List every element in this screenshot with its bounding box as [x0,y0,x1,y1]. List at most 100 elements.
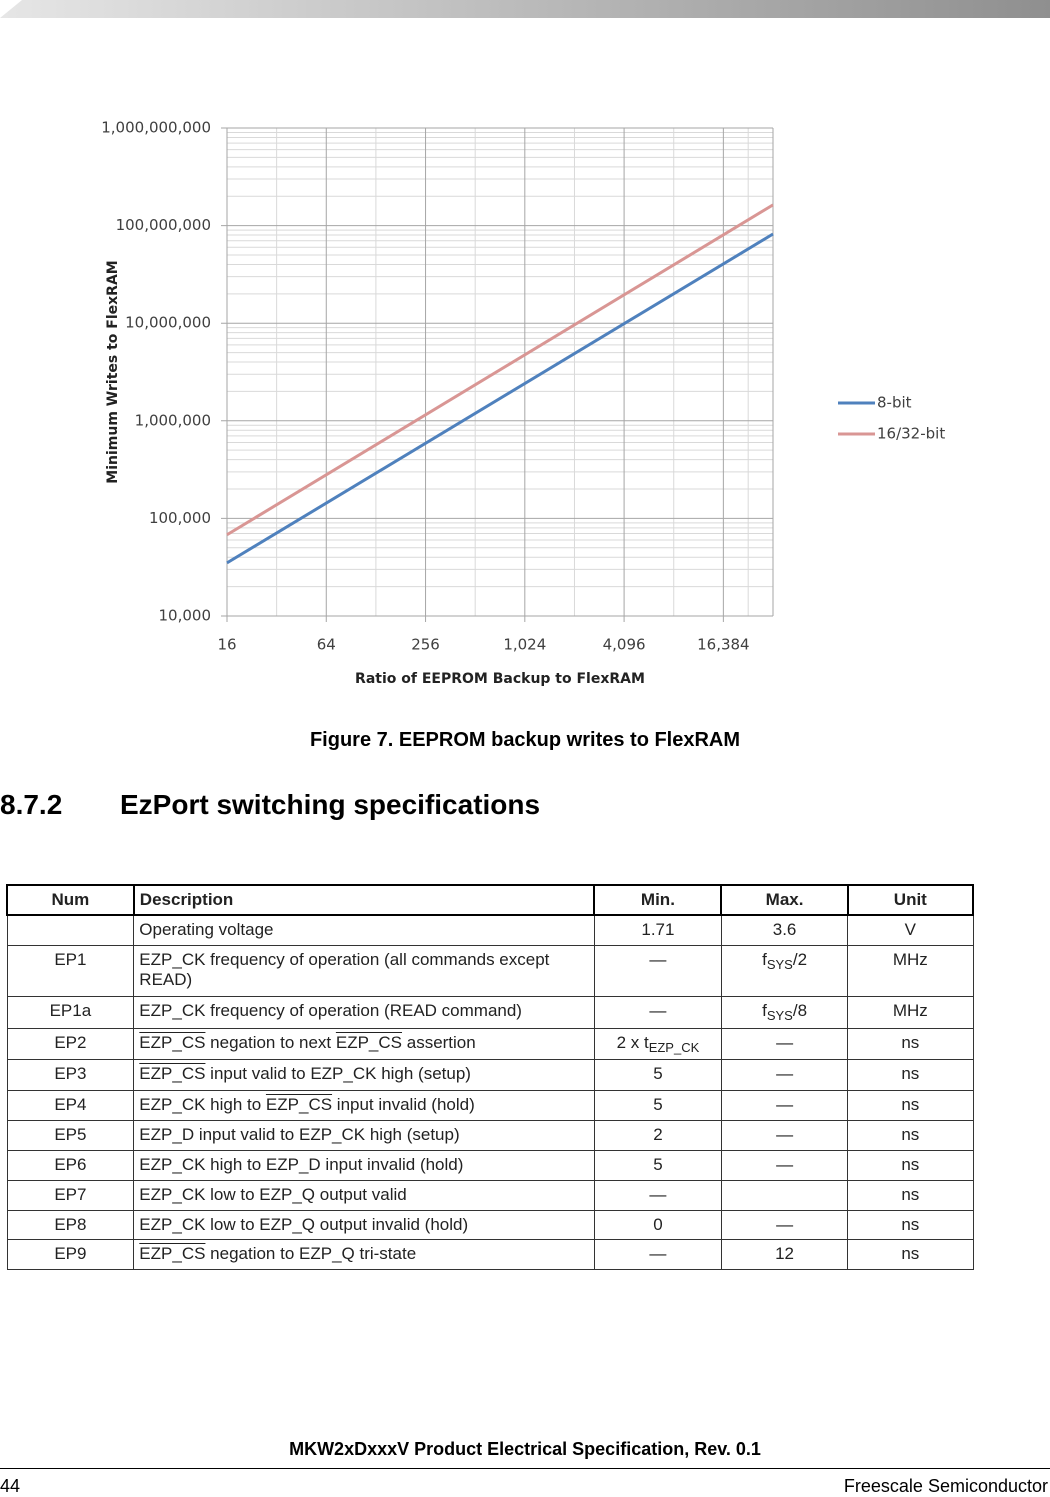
table-cell: EP8 [6,1209,135,1240]
table-row: EP7 EZP_CK low to EZP_Q output valid — ns [6,1179,974,1211]
table-row: EP5 EZP_D input valid to EZP_CK high (set… [6,1119,974,1151]
cell-text: input valid to EZP_CK high (setup) [205,1063,471,1083]
table-cell: — [720,1058,849,1091]
x-tick-label: 16 [217,636,236,654]
table-cell: 12 [720,1238,849,1270]
table-cell: — [593,944,722,997]
table-cell: — [720,1027,849,1060]
x-tick-label: 1,024 [503,636,546,654]
spec-table: Num Description Min. Max. Unit Operating volt… [6,884,975,1270]
table-row: EP1 EZP_CK frequency of operation (all co… [6,944,974,997]
table-cell: ns [847,1149,974,1181]
cell-text: SYS [766,1007,793,1023]
y-tick-label: 100,000,000 [116,216,211,234]
cell-text: EZP_CS [139,1032,206,1052]
table-cell: ns [847,1058,974,1091]
table-cell: 5 [593,1089,722,1121]
column-header: Unit [846,884,975,916]
table-cell: EP9 [6,1238,135,1270]
table-cell: — [720,1149,849,1181]
y-tick-label: 10,000 [159,607,212,625]
y-tick-label: 1,000,000,000 [101,119,211,137]
cell-text: /8 [792,1000,808,1020]
table-cell: EZP_CK low to EZP_Q output valid [133,1179,595,1211]
cell-text: f [762,1000,767,1020]
footer-title: MKW2xDxxxV Product Electrical Specificat… [289,1439,761,1459]
table-cell: 1.71 [593,914,722,946]
table-cell: EP6 [6,1149,135,1181]
table-cell: MHz [847,944,974,997]
table-cell: EZP_CK low to EZP_Q output invalid (hold… [133,1209,595,1240]
section-number: 8.7.2 [0,789,63,820]
table-cell: — [720,1089,849,1121]
table-cell: — [720,1209,849,1240]
table-cell: 5 [593,1149,722,1181]
table-cell: MHz [847,995,974,1029]
table-cell [720,1179,849,1211]
series-line [226,232,774,565]
y-tick-label: 1,000,000 [135,411,211,429]
table-cell: ns [847,1119,974,1151]
table-cell: EZP_CK frequency of operation (READ comm… [133,995,595,1029]
company: Freescale Semiconductor [843,1476,1048,1496]
table-row: EP8 EZP_CK low to EZP_Q output invalid (h… [6,1209,974,1240]
table-cell: EZP_CS negation to next EZP_CS assertion [133,1027,595,1060]
cell-text: EZP_CK [648,1039,700,1055]
y-axis-label: Minimum Writes to FlexRAM [105,260,121,483]
column-header: Max. [720,884,849,916]
cell-text: EZP_CS [139,1243,206,1263]
table-cell: EZP_CS input valid to EZP_CK high (setup… [133,1058,595,1091]
series-line [226,203,774,537]
cell-text: EZP_CK high to [139,1094,266,1114]
table-cell: — [593,1179,722,1211]
table-row: EP9 EZP_CS negation to EZP_Q tri-state —12… [6,1238,974,1270]
table-cell: ns [847,1179,974,1211]
y-tick-label: 10,000,000 [125,314,211,332]
header-bar [0,0,1050,18]
table-cell: EP5 [6,1119,135,1151]
cell-text: assertion [402,1032,476,1052]
table-cell: ns [847,1089,974,1121]
table-cell: fSYS/8 [720,995,849,1029]
table-cell: — [720,1119,849,1151]
table-cell: EP1a [6,995,135,1029]
cell-text: /2 [792,949,808,969]
table-cell: ns [847,1238,974,1270]
table-row: EP4 EZP_CK high to EZP_CS input invalid (… [6,1089,974,1121]
table-cell: 0 [593,1209,722,1240]
header-row: Num Description Min. Max. Unit [6,884,975,916]
table-cell: EZP_CS negation to EZP_Q tri-state [133,1238,595,1270]
x-axis-label: Ratio of EEPROM Backup to FlexRAM [355,671,645,687]
footer-rule [0,1468,1050,1469]
cell-text: f [762,949,767,969]
table-cell: 3.6 [720,914,849,946]
y-tick-label: 100,000 [149,509,211,527]
page-number: 44 [0,1476,21,1496]
table-cell: 2 [593,1119,722,1151]
table-cell: EP4 [6,1089,135,1121]
cell-text: EZP_CS [335,1032,403,1052]
column-header: Description [132,884,596,916]
legend-label: 16/32-bit [877,425,945,443]
figure-caption: Figure 7. EEPROM backup writes to FlexRA… [309,729,741,751]
table-cell: EP3 [6,1058,135,1091]
cell-text: input invalid (hold) [332,1094,475,1114]
cell-text: negation to next [205,1032,336,1052]
column-header: Min. [593,884,723,916]
table-cell [6,914,135,946]
chart: Minimum Writes to FlexRAM Ratio of EEPRO… [101,119,945,688]
table-cell: 5 [593,1058,722,1091]
table-cell: Operating voltage [133,914,595,946]
table-cell: EZP_CK high to EZP_D input invalid (hold… [133,1149,595,1181]
table-cell: EZP_CK high to EZP_CS input invalid (hol… [133,1089,595,1121]
table-cell: EP7 [6,1179,135,1211]
cell-text: negation to EZP_Q tri-state [205,1243,417,1263]
x-tick-label: 16,384 [697,636,750,654]
table-cell: V [847,914,974,946]
table-cell: 2 x tEZP_CK [593,1027,722,1060]
header-band [0,0,1050,18]
x-tick-label: 4,096 [603,636,646,654]
table-row: EP6 EZP_CK high to EZP_D input invalid (h… [6,1149,974,1181]
table-row: EP3 EZP_CS input valid to EZP_CK high (se… [6,1058,974,1091]
